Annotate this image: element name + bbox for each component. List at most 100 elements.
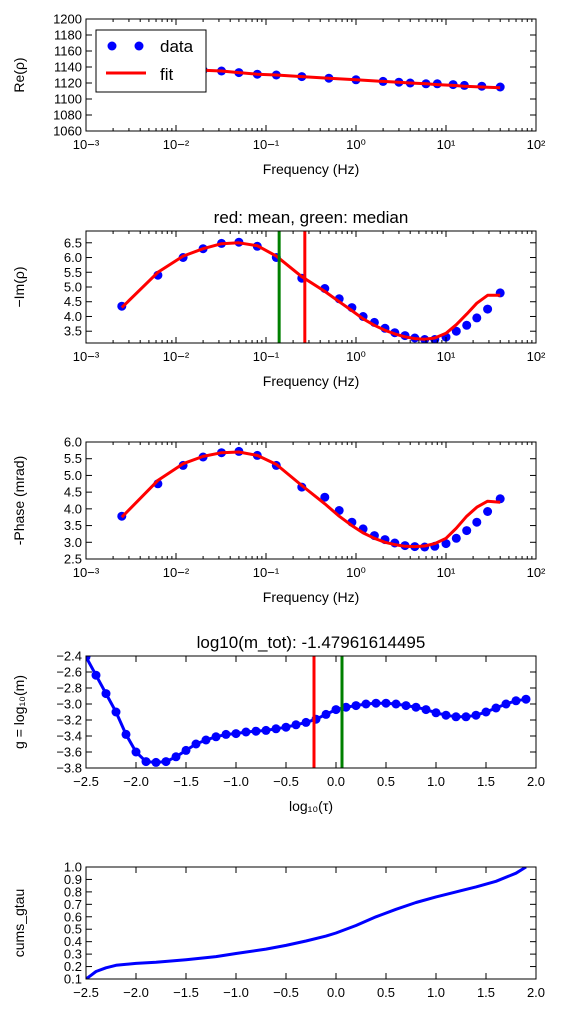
- legend-data-label: data: [160, 37, 194, 56]
- x-tick-label: −0.5: [273, 774, 299, 789]
- data-point: [191, 739, 201, 749]
- data-point: [351, 701, 361, 711]
- data-point: [261, 725, 271, 735]
- x-tick-label: 0.5: [377, 985, 395, 1000]
- data-point: [511, 696, 521, 706]
- x-tick-label: −1.0: [223, 774, 249, 789]
- data-point: [271, 724, 281, 734]
- data-point: [341, 702, 351, 712]
- y-axis-label: g = log₁₀(m): [11, 675, 27, 749]
- y-tick-label: 3.0: [64, 535, 82, 550]
- data-point: [131, 747, 141, 757]
- x-axis-label: Frequency (Hz): [263, 161, 359, 177]
- data-point: [472, 517, 482, 527]
- y-tick-label: 5.5: [64, 451, 82, 466]
- x-tick-label: 10²: [527, 137, 546, 152]
- data-point: [211, 732, 221, 742]
- y-tick-label: −2.4: [56, 649, 82, 664]
- y-tick-label: 6.0: [64, 435, 82, 450]
- data-point: [421, 705, 431, 715]
- data-point: [451, 326, 461, 336]
- y-tick-label: 2.5: [64, 552, 82, 567]
- y-tick-label: 0.3: [64, 947, 82, 962]
- plot-frame: [85, 866, 537, 980]
- plot-area: [86, 656, 531, 768]
- y-tick-label: 0.5: [64, 922, 82, 937]
- im-rho-panel: 10−³ 10−² 10−¹ 10⁰ 10¹ 10² 3.54.04.55.05.56.06…: [11, 208, 546, 389]
- x-tick-label: 10−³: [73, 565, 100, 580]
- data-point: [483, 304, 493, 314]
- data-point: [141, 757, 151, 767]
- y-tick-label: 5.0: [64, 468, 82, 483]
- x-tick-label: 10−²: [163, 565, 190, 580]
- y-tick-label: 4.5: [64, 294, 82, 309]
- data-point: [451, 712, 461, 722]
- x-tick-label: 1.5: [477, 774, 495, 789]
- x-tick-label: 10−²: [163, 137, 190, 152]
- x-tick-label: 10¹: [437, 137, 456, 152]
- data-point: [251, 726, 261, 736]
- data-point: [171, 752, 181, 762]
- g-log-m-panel: −2.5 −2.0 −1.5 −1.0 −0.5 0.0 0.5 1.0 1.5 2.0−3.8−…: [11, 633, 545, 814]
- data-point: [391, 699, 401, 709]
- y-tick-label: 0.6: [64, 909, 82, 924]
- data-point: [221, 729, 231, 739]
- data-point: [483, 507, 493, 516]
- plot-area: [117, 231, 505, 343]
- x-tick-label: 1.0: [427, 985, 445, 1000]
- y-tick-label: 1200: [53, 12, 82, 27]
- x-tick-label: 10⁰: [346, 137, 366, 152]
- data-point: [91, 670, 101, 680]
- y-tick-label: 3.5: [64, 324, 82, 339]
- data-point: [111, 707, 121, 717]
- y-tick-label: −3.0: [56, 697, 82, 712]
- data-point: [101, 689, 111, 699]
- chart-title: log10(m_tot): -1.47961614495: [197, 633, 426, 652]
- y-tick-label: 6.0: [64, 250, 82, 265]
- x-tick-label: −2.0: [123, 774, 149, 789]
- fit-line: [120, 450, 501, 549]
- y-tick-label: 4.5: [64, 485, 82, 500]
- plot-area: [117, 446, 505, 552]
- x-tick-label: −1.5: [173, 985, 199, 1000]
- data-point: [320, 492, 330, 502]
- data-point: [201, 735, 211, 745]
- x-tick-label: −1.5: [173, 774, 199, 789]
- x-tick-label: 10−¹: [253, 349, 280, 364]
- phase-panel: 10−³ 10−² 10−¹ 10⁰ 10¹ 10² 2.5 3.0 3.5 4.04.5 5.0 5…: [11, 435, 546, 606]
- y-tick-label: 1160: [54, 44, 82, 59]
- x-axis-label: Frequency (Hz): [263, 589, 359, 605]
- y-tick-label: 5.5: [64, 265, 82, 280]
- x-tick-label: −2.5: [73, 985, 99, 1000]
- legend: data fit: [95, 29, 207, 93]
- cums-gtau-line: [86, 867, 527, 979]
- y-tick-label: 6.5: [64, 235, 82, 250]
- y-tick-label: −3.8: [56, 761, 82, 776]
- data-point: [241, 727, 251, 737]
- x-tick-label: 2.0: [527, 774, 545, 789]
- y-tick-label: 4.0: [64, 501, 82, 516]
- x-tick-label: 1.0: [427, 774, 445, 789]
- x-tick-label: −0.5: [273, 985, 299, 1000]
- y-tick-label: 3.5: [64, 518, 82, 533]
- y-tick-label: −2.6: [56, 665, 82, 680]
- data-point: [481, 707, 491, 717]
- data-point: [86, 656, 91, 662]
- y-tick-label: 1080: [53, 108, 82, 123]
- data-point: [151, 757, 161, 767]
- y-axis-label: -Phase (mrad): [11, 456, 27, 545]
- data-point: [521, 694, 531, 704]
- legend-fit-label: fit: [160, 65, 174, 84]
- x-tick-label: 2.0: [527, 985, 545, 1000]
- data-point: [321, 709, 331, 719]
- plot-frame: [85, 655, 537, 769]
- y-tick-label: −2.8: [56, 681, 82, 696]
- y-tick-label: 0.2: [64, 959, 82, 974]
- cums-gtau-panel: −2.5 −2.0 −1.5 −1.0 −0.5 0.0 0.5 1.0 1.5 2.00.10.…: [11, 860, 545, 1001]
- x-tick-label: 10−¹: [253, 565, 280, 580]
- g-line: [86, 656, 527, 764]
- y-tick-label: 0.1: [64, 972, 82, 987]
- y-axis-label: −Im(ρ): [11, 266, 27, 307]
- data-point: [461, 712, 471, 722]
